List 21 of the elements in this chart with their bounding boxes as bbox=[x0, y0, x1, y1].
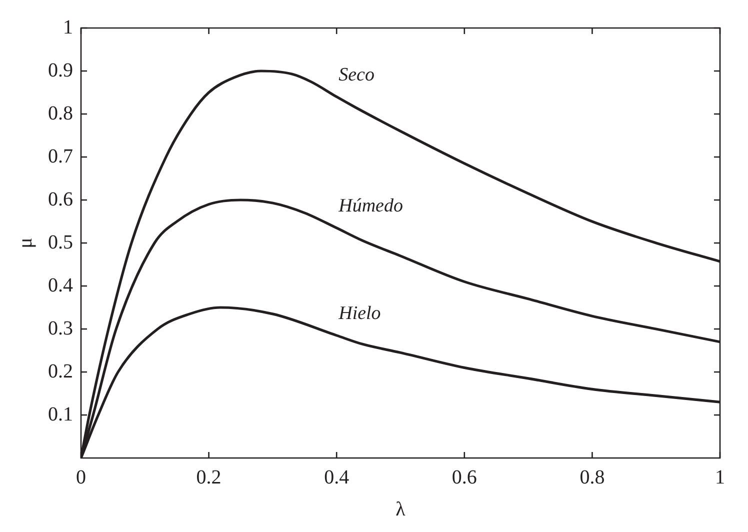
y-tick-label: 0.7 bbox=[48, 145, 73, 168]
x-tick-label: 0.6 bbox=[452, 466, 477, 488]
x-tick-label: 0 bbox=[76, 466, 86, 488]
x-tick-label: 0.2 bbox=[196, 466, 222, 488]
y-tick-label: 0.6 bbox=[48, 188, 73, 210]
series-label: Hielo bbox=[338, 302, 381, 324]
x-axis-title: λ bbox=[396, 498, 406, 520]
y-tick-label: 0.8 bbox=[48, 102, 73, 124]
x-tick-label: 0.4 bbox=[324, 466, 350, 488]
x-tick-label: 1 bbox=[715, 466, 725, 488]
x-tick-label: 0.8 bbox=[580, 466, 605, 488]
y-tick-label: 0.3 bbox=[48, 317, 73, 340]
y-tick-label: 1 bbox=[63, 16, 73, 38]
y-tick-label: 0.9 bbox=[48, 59, 73, 82]
y-tick-label: 0.5 bbox=[48, 231, 73, 254]
y-tick-label: 0.2 bbox=[48, 360, 73, 382]
y-axis-title: μ bbox=[14, 238, 36, 248]
y-tick-label: 0.1 bbox=[48, 403, 73, 426]
series-label: Húmedo bbox=[338, 195, 403, 216]
y-tick-label: 0.4 bbox=[48, 274, 73, 296]
series-label: Seco bbox=[338, 64, 374, 86]
